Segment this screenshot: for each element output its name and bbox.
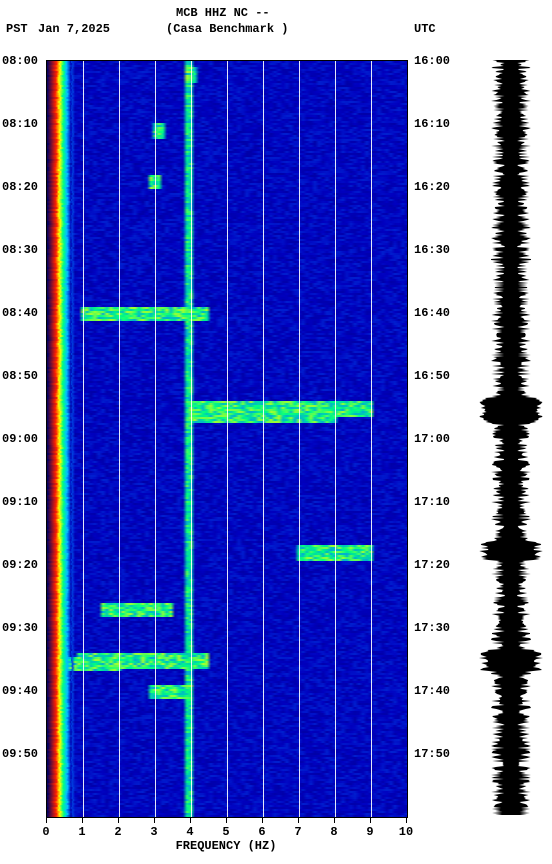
yright-tick: 17:30 [414,621,450,635]
yright-tick: 17:10 [414,495,450,509]
waveform-svg [479,60,543,816]
yright-tick: 17:50 [414,747,450,761]
yright-tick: 17:00 [414,432,450,446]
yleft-tick: 08:10 [2,117,38,131]
yright-tick: 17:20 [414,558,450,572]
spectro-gridline [191,61,192,817]
yleft-tick: 08:40 [2,306,38,320]
yleft-tick: 09:30 [2,621,38,635]
spectro-gridline [335,61,336,817]
x-tick-label: 9 [366,825,373,839]
yright-tick: 16:10 [414,117,450,131]
x-tick-mark [154,817,155,823]
spectro-gridline [263,61,264,817]
x-tick-mark [46,817,47,823]
x-tick-label: 7 [294,825,301,839]
x-tick-mark [118,817,119,823]
x-tick-label: 5 [222,825,229,839]
yleft-tick: 08:00 [2,54,38,68]
x-tick-label: 2 [114,825,121,839]
x-tick-mark [334,817,335,823]
right-tz: UTC [414,22,436,36]
yleft-tick: 09:20 [2,558,38,572]
x-tick-label: 3 [150,825,157,839]
yright-tick: 16:30 [414,243,450,257]
yleft-tick: 08:50 [2,369,38,383]
yright-tick: 16:20 [414,180,450,194]
yright-tick: 17:40 [414,684,450,698]
x-axis-label: FREQUENCY (HZ) [176,839,277,853]
spectro-gridline [299,61,300,817]
spectro-gridline [155,61,156,817]
x-tick-mark [298,817,299,823]
yleft-tick: 09:50 [2,747,38,761]
yleft-tick: 09:40 [2,684,38,698]
x-tick-mark [262,817,263,823]
x-tick-mark [226,817,227,823]
yright-tick: 16:00 [414,54,450,68]
x-tick-mark [406,817,407,823]
yright-tick: 16:40 [414,306,450,320]
x-tick-mark [82,817,83,823]
x-tick-label: 0 [42,825,49,839]
spectro-gridline [371,61,372,817]
yleft-tick: 09:10 [2,495,38,509]
spectro-gridline [119,61,120,817]
spectrogram-canvas [47,61,407,817]
spectro-gridline [83,61,84,817]
date-label: Jan 7,2025 [38,22,110,36]
yleft-tick: 08:30 [2,243,38,257]
station-title: MCB HHZ NC -- [176,6,270,20]
left-tz: PST [6,22,28,36]
x-tick-label: 4 [186,825,193,839]
waveform-plot [479,60,543,816]
station-subtitle: (Casa Benchmark ) [166,22,288,36]
x-tick-label: 1 [78,825,85,839]
yright-tick: 16:50 [414,369,450,383]
spectrogram-plot [46,60,408,818]
yleft-tick: 08:20 [2,180,38,194]
x-tick-label: 8 [330,825,337,839]
x-tick-label: 10 [399,825,413,839]
x-tick-mark [370,817,371,823]
x-tick-label: 6 [258,825,265,839]
x-axis: FREQUENCY (HZ) 012345678910 [46,817,406,847]
spectro-gridline [227,61,228,817]
yleft-tick: 09:00 [2,432,38,446]
x-tick-mark [190,817,191,823]
